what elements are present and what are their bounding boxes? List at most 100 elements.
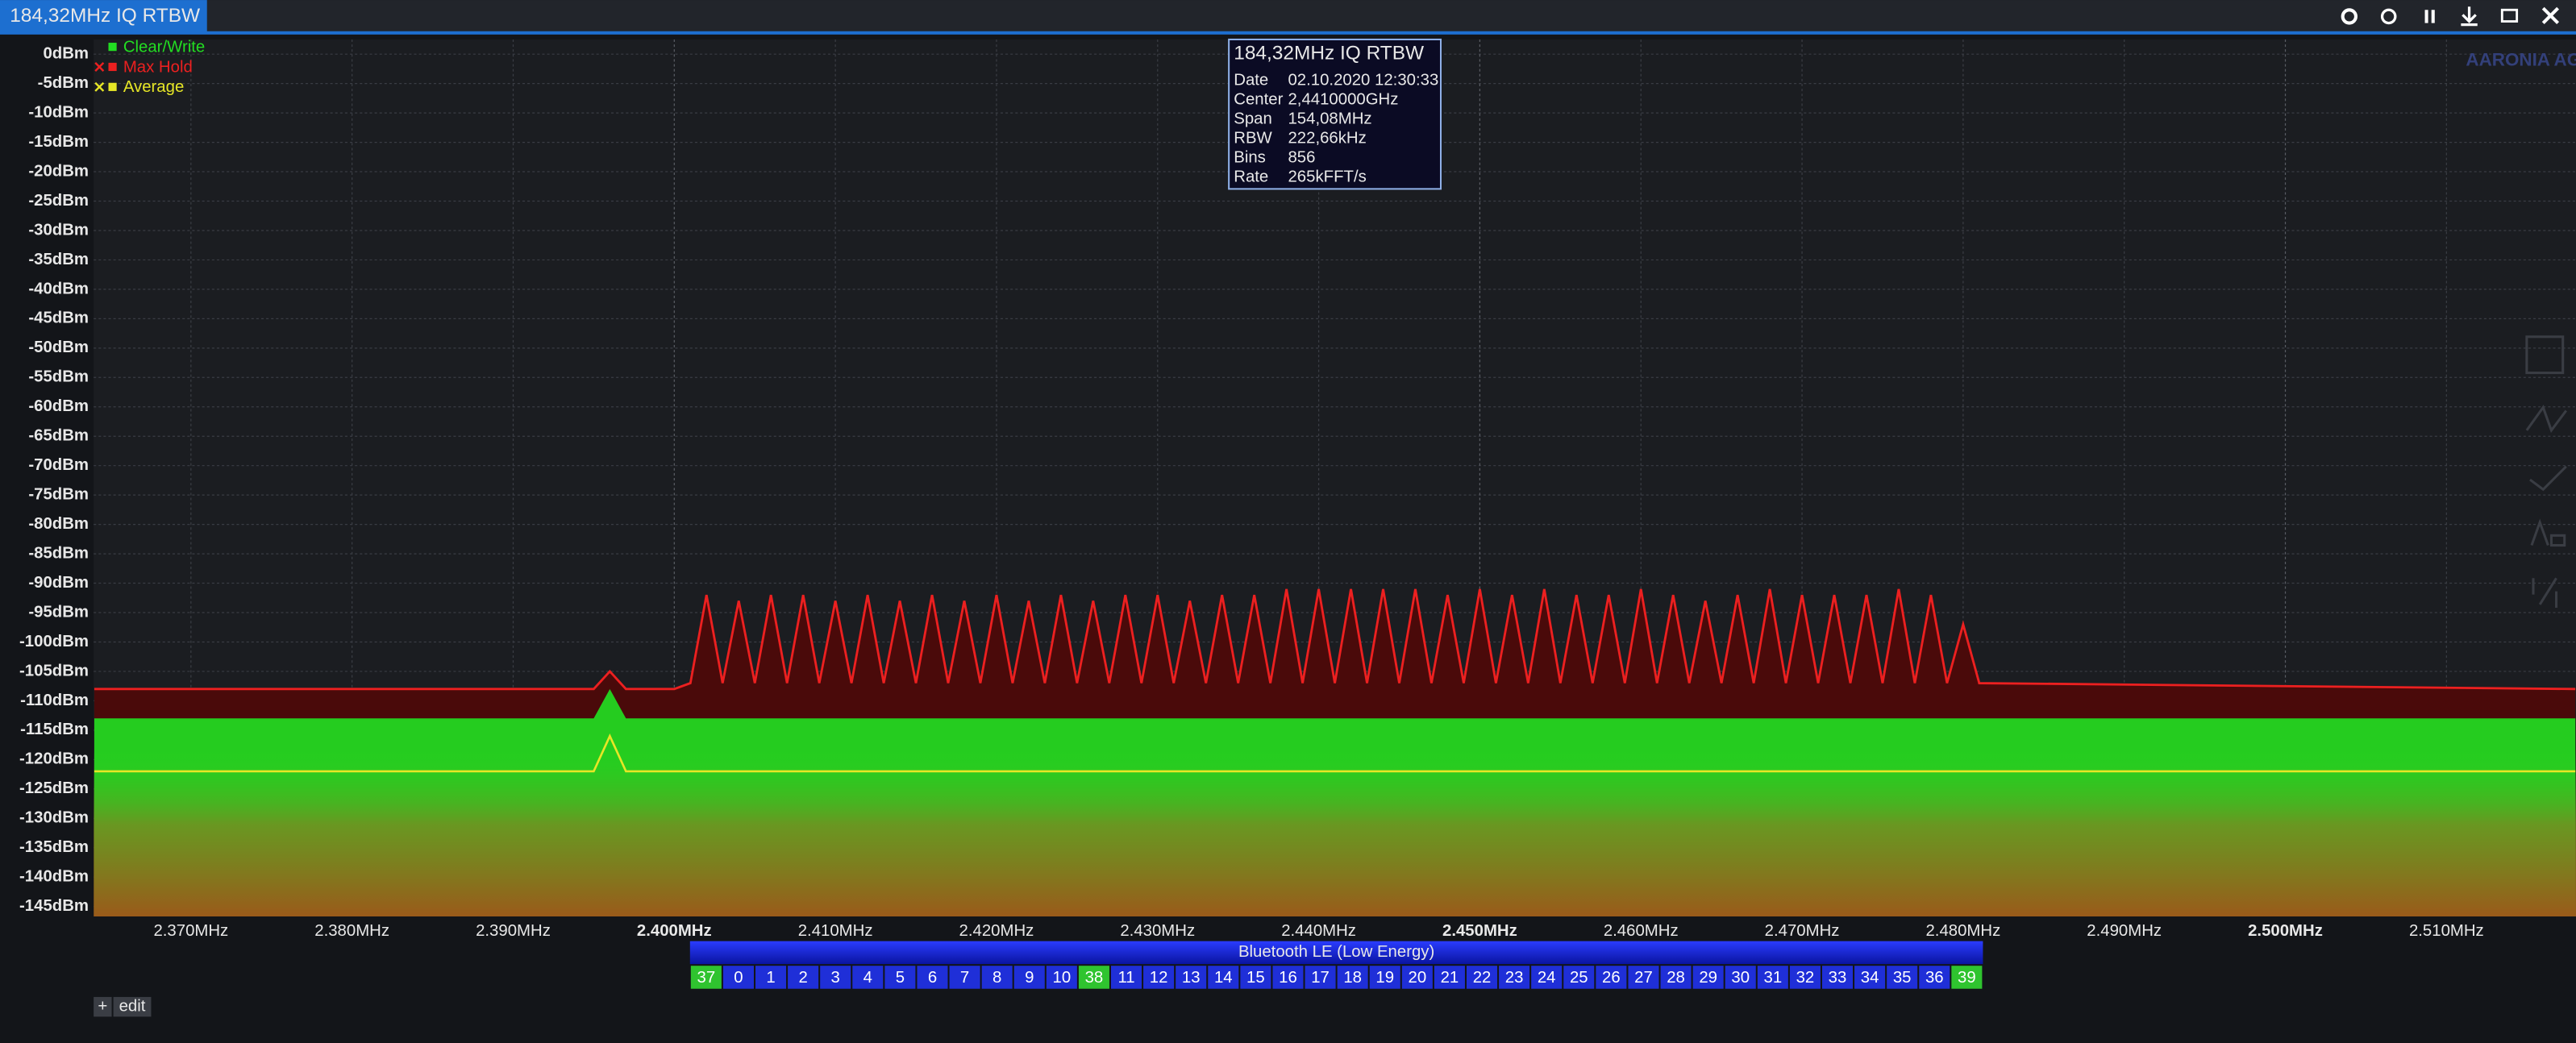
channel-label: 14	[1214, 969, 1233, 987]
channel-label: 38	[1085, 969, 1104, 987]
y-tick-label: -115dBm	[20, 721, 89, 738]
y-tick-label: -135dBm	[19, 838, 89, 856]
x-tick-label: 2.460MHz	[1604, 922, 1679, 940]
info-key: Rate	[1234, 168, 1268, 185]
channel-label: 39	[1958, 969, 1976, 987]
channel-label: 26	[1602, 969, 1621, 987]
y-tick-label: -70dBm	[28, 456, 89, 474]
info-key: Date	[1234, 71, 1268, 89]
channel-label: 21	[1441, 969, 1459, 987]
channel-label: 1	[766, 969, 775, 987]
y-tick-label: -20dBm	[28, 162, 89, 180]
channel-label: 29	[1699, 969, 1717, 987]
channel-label: 30	[1731, 969, 1750, 987]
y-tick-label: -45dBm	[28, 310, 89, 327]
legend-swatch	[108, 83, 116, 91]
channel-label: 37	[697, 969, 716, 987]
channel-label: 31	[1764, 969, 1783, 987]
legend-swatch	[108, 63, 116, 71]
channel-label: 3	[831, 969, 840, 987]
channel-label: 0	[734, 969, 743, 987]
x-tick-label: 2.370MHz	[153, 922, 228, 940]
channel-label: 7	[960, 969, 969, 987]
x-tick-label: 2.430MHz	[1120, 922, 1195, 940]
x-tick-label: 2.380MHz	[314, 922, 389, 940]
info-value: 856	[1288, 148, 1316, 166]
y-tick-label: -125dBm	[19, 779, 89, 797]
channel-label: 22	[1473, 969, 1492, 987]
title-bar	[0, 0, 2576, 33]
y-tick-label: -105dBm	[19, 662, 89, 679]
x-tick-label: 2.510MHz	[2409, 922, 2484, 940]
channel-label: 5	[896, 969, 905, 987]
y-tick-label: -130dBm	[19, 809, 89, 827]
channel-label: 23	[1505, 969, 1524, 987]
channel-label: 17	[1311, 969, 1330, 987]
x-tick-label: 2.450MHz	[1442, 922, 1517, 940]
channel-label: 15	[1246, 969, 1265, 987]
info-key: Center	[1234, 90, 1283, 108]
info-value: 265kFFT/s	[1288, 168, 1367, 185]
channel-label: 32	[1796, 969, 1815, 987]
edit-label[interactable]: edit	[119, 997, 146, 1015]
pause-icon-bar	[2432, 10, 2435, 23]
y-tick-label: -50dBm	[28, 339, 89, 356]
tab-title[interactable]: 184,32MHz IQ RTBW	[10, 5, 200, 27]
y-tick-label: -15dBm	[28, 133, 89, 151]
y-tick-label: -110dBm	[20, 692, 89, 709]
y-tick-label: -55dBm	[28, 368, 89, 386]
y-tick-label: -30dBm	[28, 221, 89, 239]
y-tick-label: -80dBm	[28, 515, 89, 533]
x-tick-label: 2.490MHz	[2087, 922, 2162, 940]
x-tick-label: 2.420MHz	[959, 922, 1034, 940]
channel-label: 18	[1343, 969, 1362, 987]
y-tick-label: -40dBm	[28, 280, 89, 297]
channel-label: 35	[1893, 969, 1912, 987]
info-value: 2,4410000GHz	[1288, 90, 1399, 108]
channel-label: 36	[1925, 969, 1944, 987]
x-tick-label: 2.500MHz	[2248, 922, 2323, 940]
y-tick-label: -120dBm	[19, 750, 89, 768]
y-tick-label: -145dBm	[19, 897, 89, 915]
traces	[94, 589, 2576, 916]
y-tick-label: -10dBm	[28, 103, 89, 121]
x-tick-label: 2.390MHz	[476, 922, 551, 940]
y-tick-label: -140dBm	[19, 868, 89, 886]
y-tick-label: 0dBm	[43, 45, 89, 63]
logo: AARONIA AG	[2466, 49, 2576, 69]
channel-label: 2	[798, 969, 807, 987]
channel-label: 6	[928, 969, 937, 987]
y-tick-label: -25dBm	[28, 192, 89, 210]
legend-label: Max Hold	[123, 58, 193, 76]
x-tick-label: 2.400MHz	[637, 922, 712, 940]
y-tick-label: -85dBm	[28, 544, 89, 562]
y-tick-label: -95dBm	[28, 603, 89, 621]
y-tick-label: -75dBm	[28, 486, 89, 504]
info-title: 184,32MHz IQ RTBW	[1234, 43, 1424, 64]
add-label[interactable]: +	[98, 997, 107, 1015]
channel-label: 27	[1634, 969, 1653, 987]
noise-floor	[94, 609, 2576, 916]
channel-label: 25	[1570, 969, 1588, 987]
channel-label: 10	[1053, 969, 1072, 987]
info-key: Span	[1234, 110, 1272, 127]
info-key: RBW	[1234, 129, 1272, 147]
channel-label: 28	[1667, 969, 1685, 987]
channel-label: 12	[1150, 969, 1168, 987]
channel-label: 8	[993, 969, 1001, 987]
channel-label: 11	[1117, 969, 1134, 987]
channel-label: 9	[1025, 969, 1034, 987]
channel-label: 16	[1279, 969, 1297, 987]
channel-label: 13	[1182, 969, 1201, 987]
info-key: Bins	[1234, 148, 1266, 166]
pause-icon[interactable]	[2425, 10, 2428, 23]
y-tick-label: -65dBm	[28, 427, 89, 445]
band-title: Bluetooth LE (Low Energy)	[1238, 943, 1434, 961]
x-tick-label: 2.480MHz	[1925, 922, 2000, 940]
x-tick-label: 2.440MHz	[1281, 922, 1356, 940]
y-tick-label: -100dBm	[19, 633, 89, 650]
channel-label: 4	[864, 969, 872, 987]
x-tick-label: 2.470MHz	[1765, 922, 1840, 940]
